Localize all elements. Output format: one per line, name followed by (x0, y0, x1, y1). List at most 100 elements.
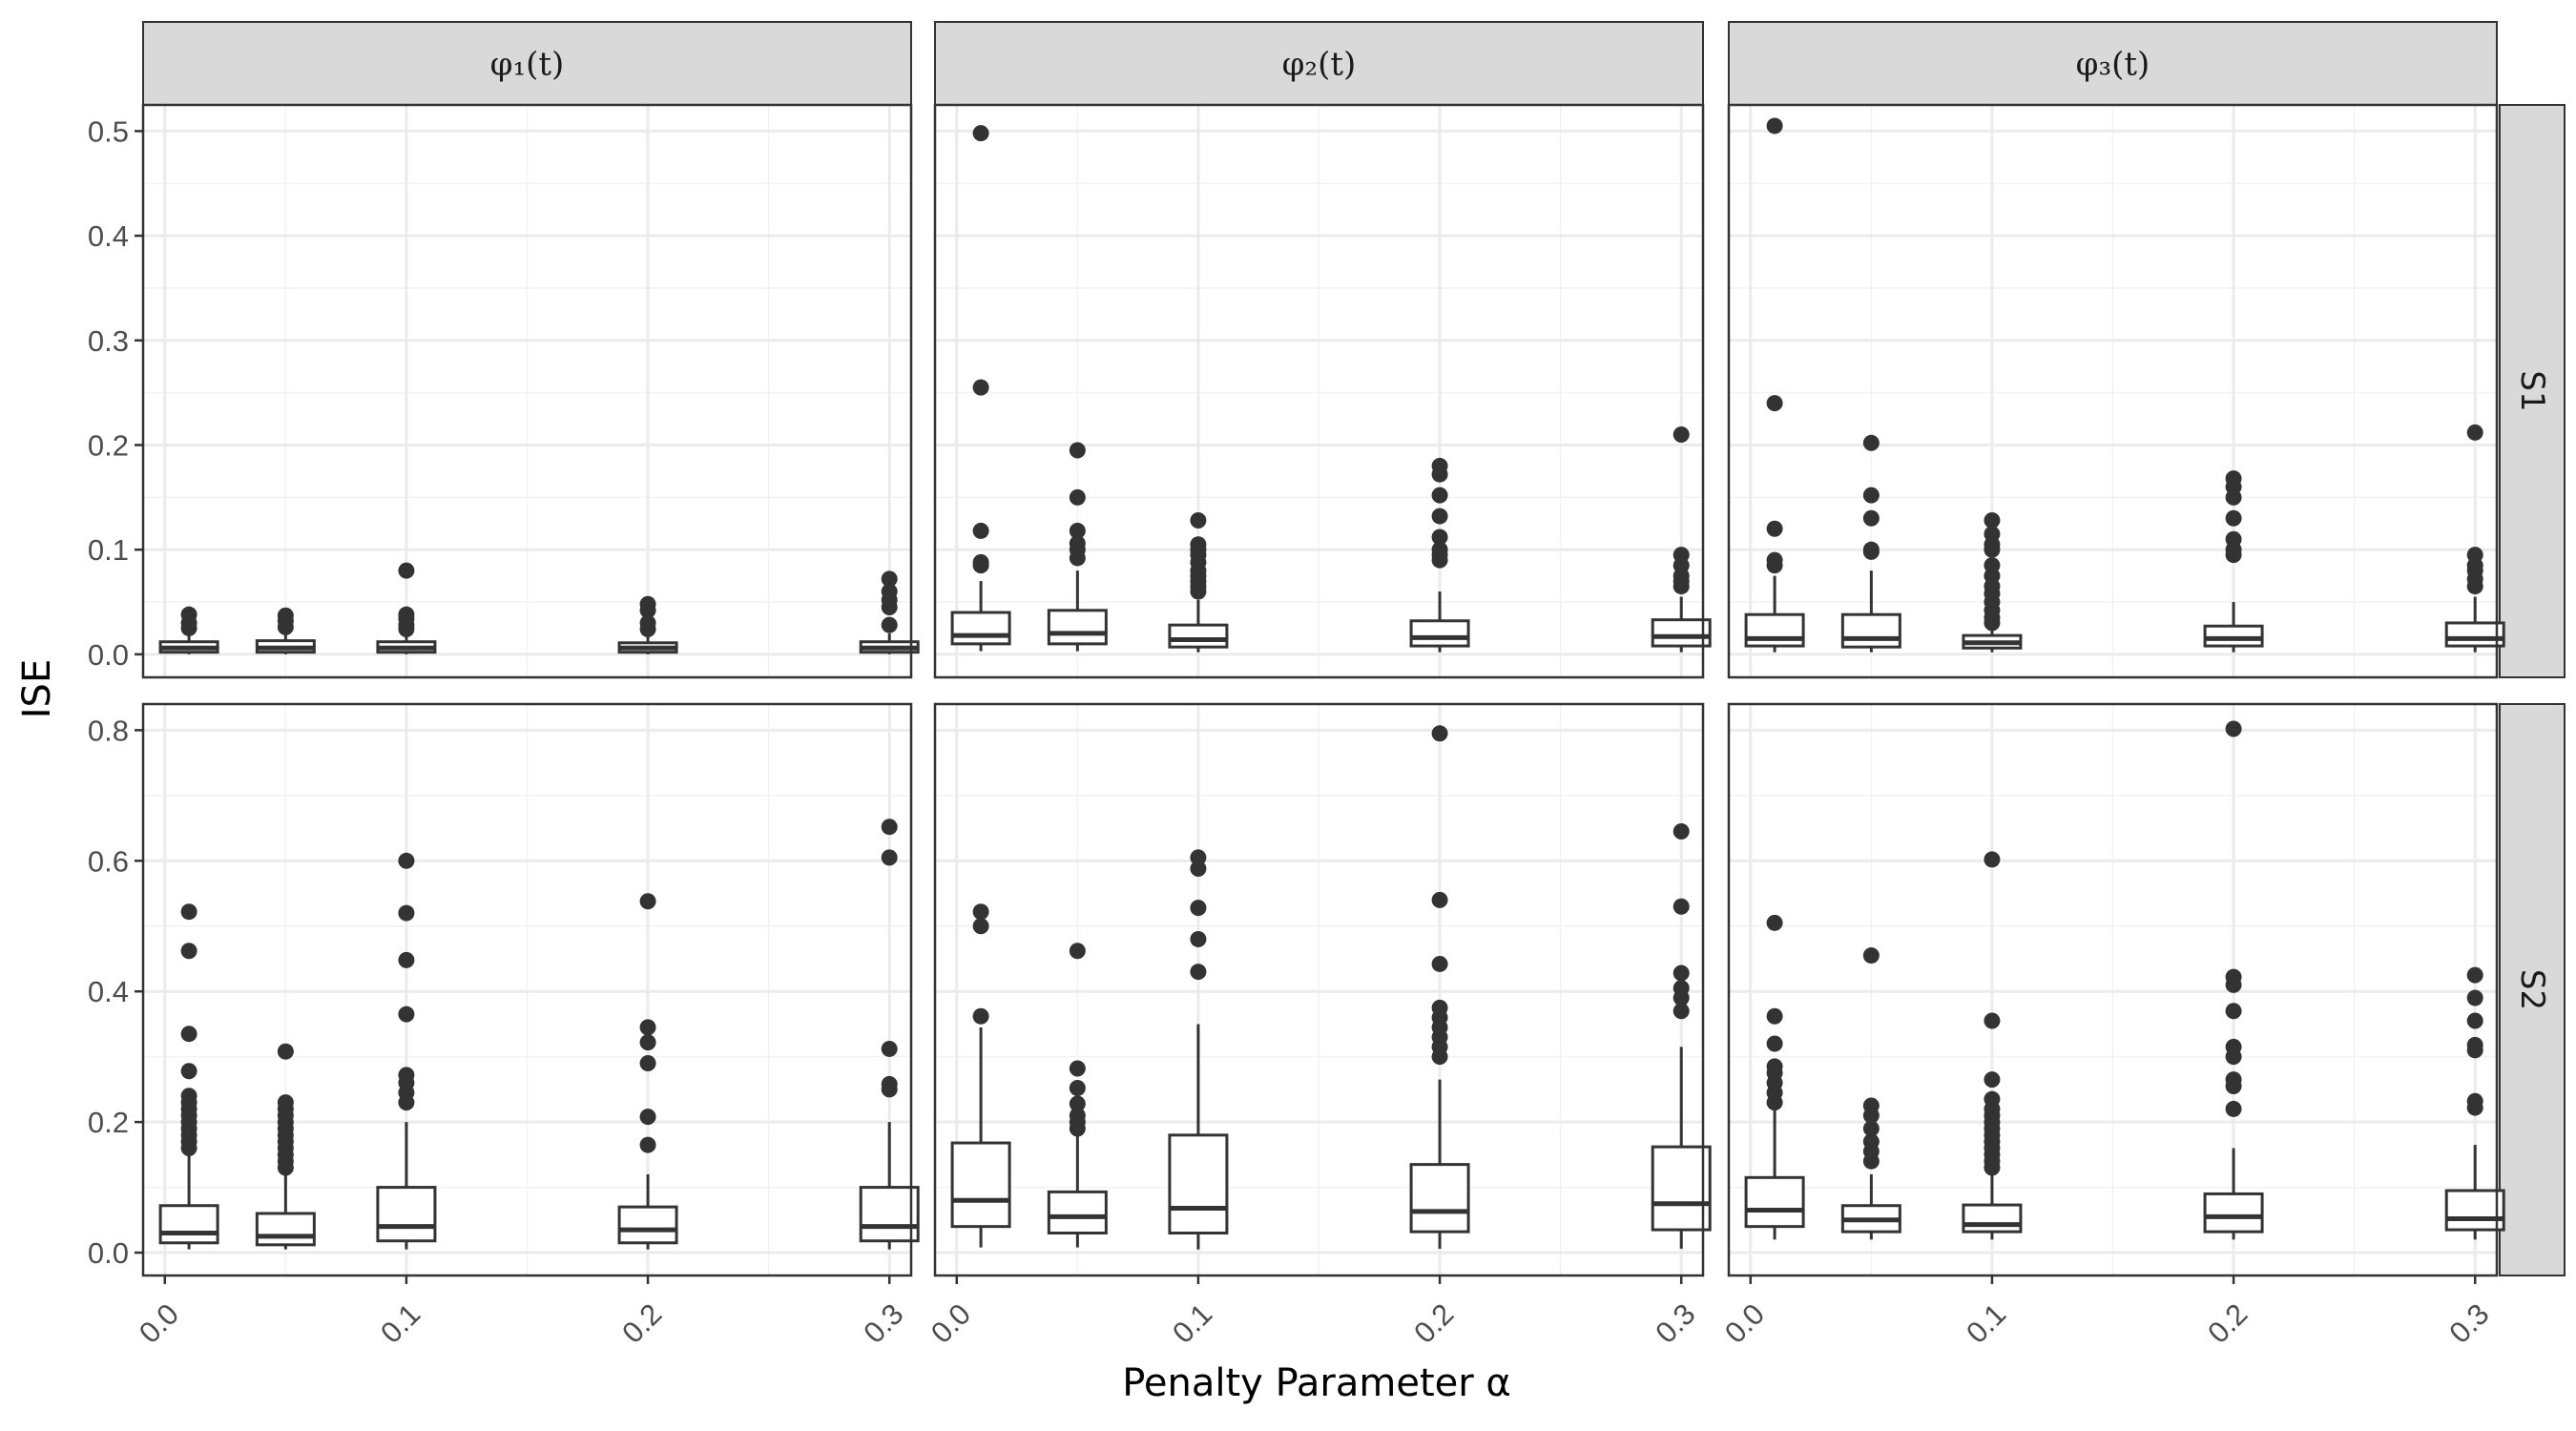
box-iqr (1651, 618, 1712, 648)
box-iqr (376, 1186, 437, 1243)
outlier-point (972, 918, 989, 935)
outlier-point (1672, 426, 1690, 444)
outlier-point (1862, 487, 1880, 504)
outlier-point (881, 616, 898, 633)
y-tick-label: 0.4 (88, 975, 129, 1008)
outlier-point (2225, 470, 2242, 487)
outlier-point (1984, 1071, 2001, 1089)
box-alpha-0.05 (255, 1043, 316, 1250)
outlier-point (180, 606, 197, 623)
facet-strip-row-2 (2499, 703, 2566, 1276)
outlier-point (881, 849, 898, 866)
outlier-point (1431, 487, 1448, 504)
panel-border (141, 702, 913, 1277)
outlier-point (1069, 1060, 1086, 1077)
facet-strip-row-1 (2499, 104, 2566, 678)
facet-strip-label-row-1: S1 (2513, 370, 2551, 411)
box-alpha-0.05 (1840, 947, 1901, 1240)
panel-S2-col-1: 0.00.20.40.60.80.0 0.1 0.2 0.3 (88, 702, 920, 1350)
outlier-point (639, 1019, 656, 1036)
outlier-point (1862, 947, 1880, 964)
panel-border (1727, 103, 2499, 679)
outlier-point (1862, 1097, 1880, 1114)
outlier-point (1766, 1058, 1783, 1075)
y-tick-label: 0.1 (88, 533, 129, 567)
outlier-point (1766, 1007, 1783, 1025)
outlier-point (639, 1136, 656, 1153)
facet-strip-col-2 (934, 21, 1704, 106)
outlier-point (398, 606, 415, 623)
outlier-point (1190, 861, 1207, 878)
box-alpha-0.01 (950, 903, 1011, 1248)
outlier-point (1069, 1080, 1086, 1097)
panel-border (933, 103, 1705, 679)
box-alpha-0.3 (2444, 424, 2505, 653)
facet-strip-label-col-2: φ₂(t) (1282, 46, 1357, 84)
y-tick-label: 0.5 (88, 114, 129, 148)
box-iqr (1962, 1203, 2023, 1234)
outlier-point (1672, 1003, 1690, 1020)
y-tick-label: 0.6 (88, 844, 129, 878)
outlier-point (1069, 1095, 1086, 1112)
outlier-point (1431, 541, 1448, 558)
box-alpha-0.1 (376, 852, 437, 1250)
box-alpha-0.1 (1168, 511, 1229, 653)
outlier-point (1984, 511, 2001, 529)
outlier-point (1672, 822, 1690, 840)
box-iqr (1744, 1175, 1805, 1229)
box-iqr (1047, 1190, 1108, 1235)
outlier-point (2466, 1012, 2483, 1029)
outlier-point (398, 951, 415, 968)
outlier-point (1431, 955, 1448, 972)
outlier-point (2225, 1038, 2242, 1055)
box-alpha-0.01 (158, 606, 219, 654)
outlier-point (1069, 535, 1086, 552)
outlier-point (1984, 1090, 2001, 1108)
outlier-point (972, 379, 989, 396)
outlier-point (1862, 434, 1880, 451)
outlier-point (972, 553, 989, 570)
outlier-point (1431, 457, 1448, 474)
panel-S1-col-1: 0.0 0.1 0.2 0.3 0.4 0.5 (88, 103, 920, 679)
outlier-point (1190, 536, 1207, 553)
box-alpha-0.05 (255, 607, 316, 654)
outlier-point (881, 819, 898, 836)
box-alpha-0.2 (2203, 470, 2264, 653)
outlier-point (1190, 964, 1207, 981)
box-alpha-0.2 (617, 595, 678, 654)
outlier-point (1766, 1035, 1783, 1052)
outlier-point (639, 893, 656, 910)
box-alpha-0.1 (1962, 511, 2023, 653)
outlier-point (1431, 529, 1448, 546)
box-alpha-0.3 (1651, 426, 1712, 653)
box-iqr (158, 1204, 219, 1245)
box-alpha-0.2 (1409, 457, 1470, 653)
box-iqr (1047, 609, 1108, 646)
outlier-point (2466, 966, 2483, 984)
box-alpha-0.1 (1962, 851, 2023, 1240)
outlier-point (881, 583, 898, 600)
panel-S2-col-3: 0.0 0.1 0.2 0.3 (1718, 702, 2505, 1350)
outlier-point (398, 904, 415, 922)
outlier-point (639, 595, 656, 612)
outlier-point (277, 1043, 294, 1060)
y-tick-label: 0.0 (88, 1236, 129, 1270)
outlier-point (1862, 1120, 1880, 1137)
outlier-point (639, 614, 656, 632)
outlier-point (881, 570, 898, 588)
panel-border (141, 103, 913, 679)
box-alpha-0.3 (859, 819, 920, 1250)
outlier-point (1766, 395, 1783, 412)
box-alpha-0.3 (859, 570, 920, 654)
outlier-point (398, 562, 415, 579)
outlier-point (1069, 442, 1086, 459)
outlier-point (1431, 999, 1448, 1016)
box-alpha-0.2 (617, 893, 678, 1250)
outlier-point (1766, 551, 1783, 569)
outlier-point (1069, 1107, 1086, 1124)
box-iqr (859, 1186, 920, 1243)
box-alpha-0.05 (1047, 442, 1108, 652)
box-iqr (1168, 1133, 1229, 1235)
outlier-point (1672, 964, 1690, 982)
box-alpha-0.05 (1840, 434, 1901, 653)
